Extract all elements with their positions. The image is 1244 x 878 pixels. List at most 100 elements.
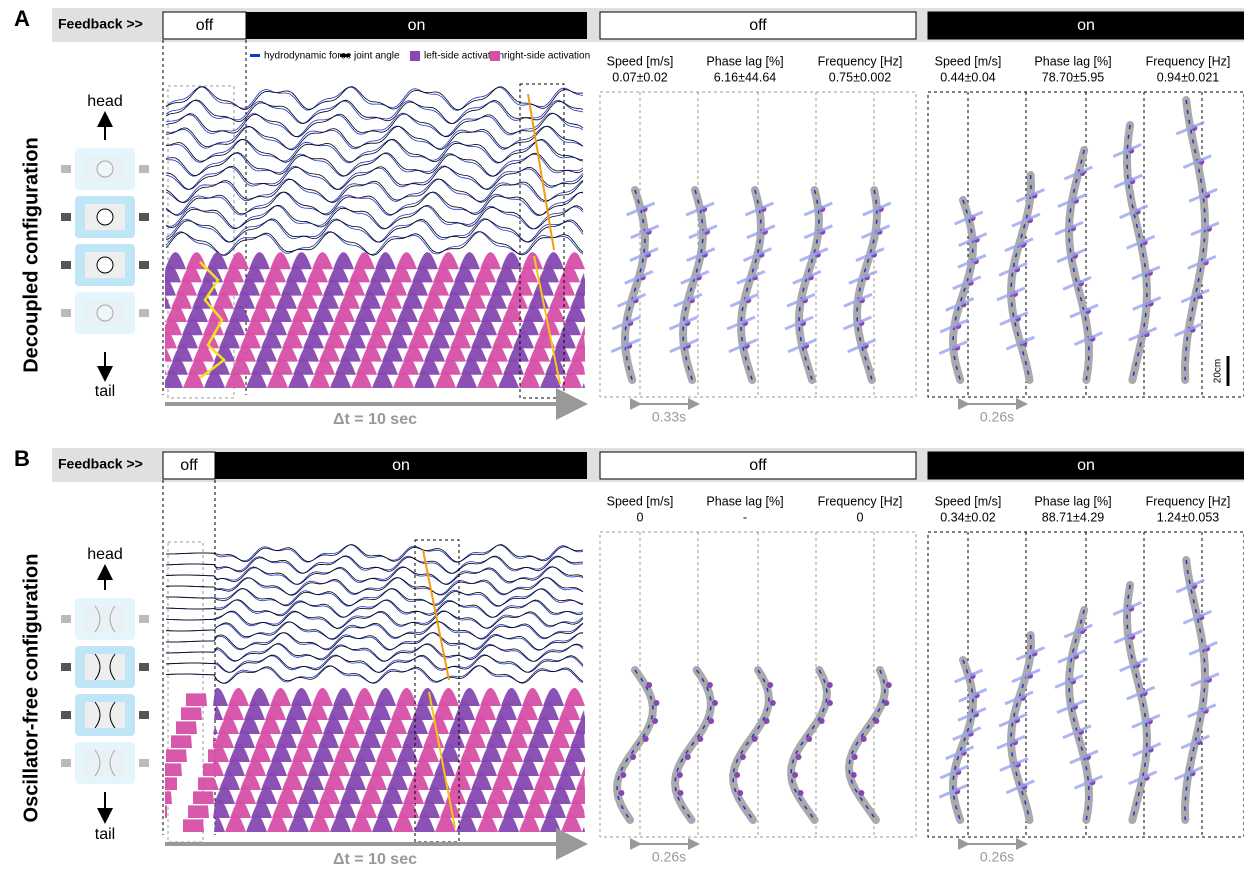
force-vector	[998, 712, 1028, 728]
activation	[186, 693, 207, 706]
sensor	[139, 213, 149, 221]
stat-name: Speed [m/s]	[935, 494, 1002, 508]
trace	[165, 665, 584, 684]
activation	[565, 743, 585, 762]
activation	[543, 687, 564, 706]
activation	[559, 701, 580, 720]
feedback-label: Feedback >>	[58, 456, 143, 472]
robot-spine	[952, 659, 974, 821]
force-vector	[792, 270, 822, 285]
activation	[519, 370, 540, 388]
tail-label: tail	[95, 826, 115, 843]
activation	[435, 813, 456, 832]
sensor	[139, 165, 149, 173]
stat-value: 0	[637, 510, 644, 524]
segment-core	[85, 606, 125, 632]
activation	[224, 757, 245, 776]
activation	[225, 813, 246, 832]
activation	[361, 344, 382, 362]
activation	[497, 757, 518, 776]
activation	[528, 729, 549, 748]
activation	[291, 252, 312, 270]
activation	[207, 687, 228, 706]
activation	[554, 715, 575, 734]
legend-label: hydrodynamic force	[264, 51, 352, 62]
stat-name: Phase lag [%]	[1034, 494, 1111, 508]
activation	[165, 370, 183, 388]
activation	[188, 805, 209, 818]
activation	[417, 687, 438, 706]
activation	[229, 304, 250, 322]
activation-dot	[652, 718, 659, 724]
sensor	[139, 615, 149, 623]
activation	[176, 278, 197, 296]
force-vector	[726, 315, 756, 331]
activation	[482, 799, 503, 818]
force-vector	[1131, 713, 1161, 729]
activation	[549, 291, 570, 309]
activation	[576, 332, 585, 349]
tail-label: tail	[95, 383, 115, 400]
trace	[165, 138, 584, 163]
activation	[512, 715, 533, 734]
activation	[335, 357, 356, 375]
activation	[350, 318, 371, 336]
activation	[256, 785, 277, 804]
activation	[377, 357, 398, 375]
activation	[496, 265, 517, 283]
activation	[361, 785, 382, 804]
activation	[471, 331, 492, 349]
trace	[165, 654, 584, 673]
trace	[165, 231, 584, 256]
activation	[382, 344, 403, 362]
activation	[183, 819, 204, 832]
condition-label: on	[1077, 17, 1095, 34]
activation	[260, 715, 281, 734]
activation	[486, 729, 507, 748]
force-vector	[939, 764, 969, 780]
sensor	[61, 309, 71, 317]
sensor	[61, 213, 71, 221]
trace	[165, 139, 584, 164]
legend-label: right-side activation	[504, 51, 590, 62]
robot-body	[787, 666, 832, 824]
activation	[297, 291, 318, 309]
phase-line	[527, 93, 555, 251]
activation	[402, 291, 423, 309]
activation	[213, 291, 234, 309]
activation-dot	[858, 790, 865, 796]
force-vector	[938, 340, 968, 355]
activation	[393, 813, 414, 832]
activation	[487, 344, 508, 362]
activation	[165, 295, 171, 309]
force-vector	[952, 726, 982, 741]
activation	[198, 777, 219, 790]
activation	[308, 757, 329, 776]
condition-box	[927, 11, 1244, 40]
activation	[176, 721, 197, 734]
stat-value: 1.24±0.053	[1157, 510, 1220, 524]
robot-body	[1064, 146, 1093, 384]
force-vector	[1073, 774, 1104, 790]
force-vector	[999, 757, 1029, 772]
head-label: head	[87, 93, 123, 110]
force-vector	[1180, 288, 1210, 304]
trace	[166, 588, 584, 607]
force-vector	[1005, 779, 1035, 795]
robot-spine	[732, 669, 770, 821]
activation-dot	[797, 790, 804, 796]
activation	[261, 771, 282, 790]
activation	[372, 370, 393, 388]
force-vector	[742, 247, 773, 262]
activation	[288, 370, 309, 388]
activation-dot	[806, 736, 813, 742]
robot-body	[1007, 171, 1036, 384]
legend-label: left-side activation	[424, 51, 504, 62]
trace	[165, 544, 584, 563]
activation	[433, 265, 454, 283]
activation	[314, 799, 335, 818]
force-vector	[799, 247, 829, 262]
activation	[239, 278, 260, 296]
activation	[351, 370, 372, 388]
activation	[219, 331, 240, 349]
